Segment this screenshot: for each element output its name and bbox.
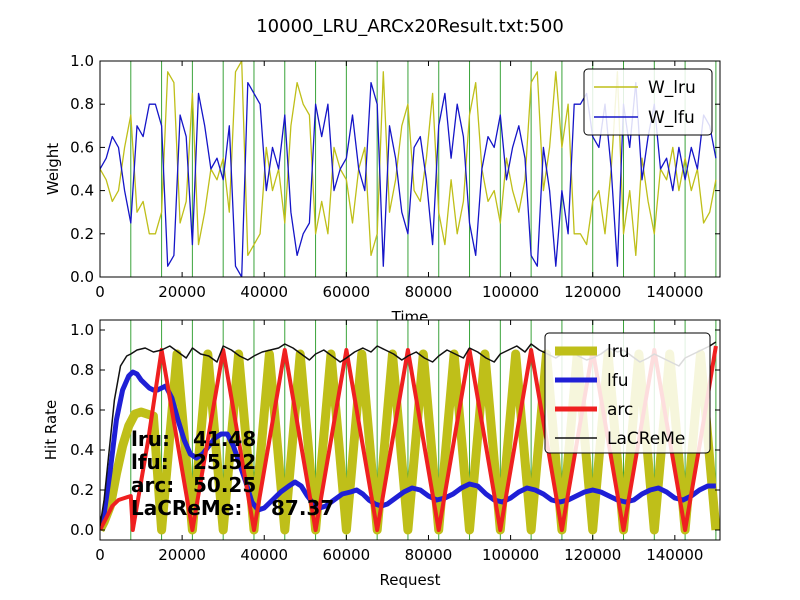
- y-axis-label: Hit Rate: [42, 400, 60, 461]
- legend-label: W_lfu: [648, 108, 695, 128]
- x-tick-label: 0: [95, 283, 105, 301]
- series-line-lru: [100, 349, 720, 535]
- y-tick-label: 0.0: [70, 268, 94, 286]
- legend: W_lru W_lfu: [583, 68, 713, 136]
- stats-label: arc:: [131, 473, 174, 497]
- x-tick-label: 20000: [158, 546, 206, 564]
- x-tick-label: 80000: [405, 546, 453, 564]
- x-tick-label: 140000: [646, 546, 703, 564]
- legend-label: W_lru: [648, 78, 696, 98]
- y-tick-label: 0.6: [70, 138, 94, 156]
- x-tick-label: 100000: [482, 283, 539, 301]
- x-tick-label: 20000: [158, 283, 206, 301]
- x-tick-label: 40000: [240, 283, 288, 301]
- y-tick-label: 0.2: [70, 225, 94, 243]
- stats-label: lru:: [131, 427, 170, 451]
- figure-title: 10000_LRU_ARCx20Result.txt:500: [256, 16, 564, 37]
- y-tick-label: 1.0: [70, 52, 94, 70]
- stats-value: 87.37: [271, 496, 334, 520]
- stats-label: lfu:: [131, 450, 169, 474]
- stats-value: 41.48: [193, 427, 256, 451]
- stats-value: 25.52: [193, 450, 256, 474]
- y-tick-label: 0.0: [70, 521, 94, 539]
- x-tick-label: 120000: [564, 283, 621, 301]
- legend-box: [583, 68, 713, 136]
- legend-label: lru: [607, 342, 630, 362]
- y-tick-label: 0.4: [70, 441, 94, 459]
- legend-label: arc: [607, 400, 633, 420]
- plot-frame: [99, 319, 721, 541]
- x-tick-label: 40000: [240, 546, 288, 564]
- y-tick-label: 0.6: [70, 401, 94, 419]
- legend-label: lfu: [607, 371, 628, 391]
- plot-area: [100, 61, 717, 277]
- y-tick-label: 1.0: [70, 321, 94, 339]
- y-tick-label: 0.8: [70, 361, 94, 379]
- x-tick-label: 0: [95, 546, 105, 564]
- x-tick-label: 120000: [564, 546, 621, 564]
- x-tick-label: 100000: [482, 546, 539, 564]
- y-tick-label: 0.8: [70, 95, 94, 113]
- legend: lru lfu arc LaCReMe: [544, 332, 711, 454]
- plot-frame: [99, 60, 721, 278]
- series-line-w-lru: [100, 61, 717, 257]
- y-tick-label: 0.2: [70, 481, 94, 499]
- x-tick-label: 80000: [405, 283, 453, 301]
- y-axis-label: Weight: [44, 143, 62, 195]
- x-tick-label: 140000: [646, 283, 703, 301]
- x-tick-label: 60000: [322, 546, 370, 564]
- x-axis-label: Request: [380, 571, 441, 589]
- series-line-w-lfu: [100, 81, 717, 277]
- stats-value: 50.25: [193, 473, 256, 497]
- stats-label: LaCReMe:: [131, 496, 242, 520]
- legend-label: LaCReMe: [607, 429, 685, 449]
- weight-plot: 0 20000 40000 60000 80000 100000 120000 140000 0…: [44, 52, 721, 326]
- y-tick-label: 0.4: [70, 182, 94, 200]
- legend-box: [544, 332, 711, 454]
- x-tick-label: 60000: [322, 283, 370, 301]
- hit-rate-plot: 0 20000 40000 60000 80000 100000 120000 140000 0…: [42, 319, 721, 589]
